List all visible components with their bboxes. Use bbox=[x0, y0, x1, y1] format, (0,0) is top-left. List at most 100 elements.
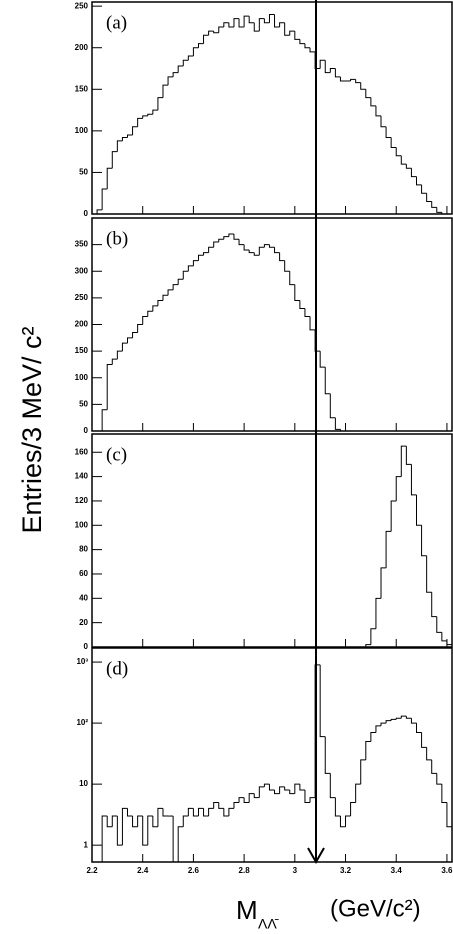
histogram-bin bbox=[299, 39, 305, 45]
histogram-bin bbox=[228, 233, 234, 237]
histogram-bin bbox=[263, 18, 270, 24]
x-tick-label: 2.2 bbox=[86, 866, 98, 875]
y-tick-label: 300 bbox=[75, 266, 89, 275]
y-tick-label: 0 bbox=[84, 426, 89, 435]
histogram-bin bbox=[142, 115, 148, 119]
histogram-bin bbox=[147, 113, 153, 116]
histogram-bin bbox=[299, 784, 305, 791]
histogram-bin bbox=[380, 722, 387, 726]
histogram-bin bbox=[233, 18, 240, 27]
histogram-bin bbox=[319, 664, 326, 738]
histogram-bin bbox=[263, 244, 270, 248]
histogram-bin bbox=[355, 79, 361, 84]
histogram-bin bbox=[197, 807, 204, 817]
histogram-bin bbox=[116, 816, 123, 846]
panel: 0 50 100 150 200 250 (a) bbox=[75, 1, 453, 218]
histogram-bin bbox=[319, 59, 326, 69]
histogram-bin bbox=[380, 567, 387, 599]
histogram-bin bbox=[111, 151, 118, 169]
x-tick-label: 2.4 bbox=[137, 866, 149, 875]
histogram-bin bbox=[304, 790, 311, 804]
histogram-bin bbox=[101, 409, 108, 431]
histogram-bin bbox=[157, 97, 163, 111]
histogram-bin bbox=[106, 816, 113, 828]
histogram bbox=[92, 233, 452, 431]
histogram-bin bbox=[416, 176, 422, 186]
y-tick-label: 200 bbox=[75, 43, 89, 52]
histogram-bin bbox=[350, 78, 356, 81]
histogram-bin bbox=[329, 773, 336, 799]
histogram-bin bbox=[213, 241, 219, 248]
histogram-bin bbox=[370, 732, 376, 742]
histogram-bin bbox=[304, 43, 311, 49]
histogram-bin bbox=[431, 201, 437, 208]
histogram-bin bbox=[96, 209, 103, 214]
histogram-bin bbox=[426, 555, 432, 593]
histogram-bin bbox=[375, 597, 382, 629]
histogram-bin bbox=[360, 759, 366, 785]
histogram bbox=[92, 13, 452, 214]
histogram-bin bbox=[324, 60, 331, 74]
histogram-bin bbox=[253, 252, 260, 256]
panel: 0 20 40 60 80 100 120 140 160 (c) bbox=[75, 433, 453, 651]
panel-frame bbox=[91, 217, 453, 432]
histogram-bin bbox=[192, 47, 199, 57]
histogram-bin bbox=[208, 246, 214, 253]
histogram-bin bbox=[223, 236, 229, 240]
histogram-bin bbox=[152, 109, 158, 115]
histogram-bin bbox=[426, 747, 432, 761]
y-tick-label: 100 bbox=[75, 373, 89, 382]
histogram-bin bbox=[248, 793, 255, 803]
histogram-bin bbox=[248, 249, 255, 254]
histogram-bin bbox=[233, 233, 240, 240]
histogram-bin bbox=[182, 59, 189, 67]
histogram-bin bbox=[223, 808, 229, 817]
y-tick-label: 1 bbox=[84, 840, 89, 849]
y-tick-label: 150 bbox=[75, 346, 89, 355]
histogram-bin bbox=[390, 137, 397, 148]
histogram-bin bbox=[421, 525, 427, 557]
histogram-bin bbox=[334, 797, 341, 817]
histogram-bin bbox=[137, 117, 143, 127]
histogram-bin bbox=[294, 783, 300, 794]
histogram-bin bbox=[167, 289, 174, 296]
histogram-bin bbox=[365, 89, 371, 99]
histogram-bin bbox=[380, 115, 387, 128]
histogram-bin bbox=[345, 815, 351, 827]
histogram-bin bbox=[410, 718, 417, 724]
histogram-bin bbox=[137, 815, 143, 827]
y-tick-label: 40 bbox=[79, 593, 88, 602]
panel-frame bbox=[91, 1, 453, 215]
histogram-bin bbox=[400, 715, 407, 719]
x-label-subscript: ΛΛ̄ bbox=[258, 916, 279, 932]
histogram-bin bbox=[218, 238, 224, 242]
panel-frame bbox=[91, 647, 453, 863]
histogram-bin bbox=[375, 105, 382, 117]
histogram-bin bbox=[385, 720, 392, 724]
histogram-bin bbox=[116, 350, 123, 360]
panel-label: (a) bbox=[106, 12, 127, 33]
histogram-bin bbox=[248, 16, 255, 24]
x-tick-label: 3.4 bbox=[391, 866, 403, 875]
y-axis-label: Entries/3 MeV/ c² bbox=[17, 326, 47, 533]
panel-label: (c) bbox=[106, 444, 127, 465]
histogram-bin bbox=[446, 640, 452, 646]
histogram-bin bbox=[274, 790, 280, 795]
panel-label: (d) bbox=[106, 658, 128, 679]
histogram-bin bbox=[162, 294, 169, 301]
histogram-bin bbox=[162, 84, 169, 98]
histogram-bin bbox=[268, 784, 275, 791]
histogram-bin bbox=[167, 76, 174, 86]
histogram-bin bbox=[274, 247, 280, 254]
histogram-bin bbox=[142, 816, 148, 846]
histogram-bin bbox=[208, 807, 214, 817]
histogram-bin bbox=[329, 393, 336, 419]
histogram-bin bbox=[268, 13, 275, 23]
histogram-bin bbox=[162, 808, 169, 817]
y-tick-label: 140 bbox=[75, 472, 89, 481]
histogram-bin bbox=[192, 260, 199, 266]
histogram-bin bbox=[228, 807, 234, 817]
panel: 1 10 10² 10³ 2.2 2.4 2.6 2.8 3 3.2 3.4 3.6 (d) bbox=[76, 647, 453, 875]
y-tick-label: 10² bbox=[76, 718, 88, 727]
histogram-bin bbox=[147, 815, 153, 846]
